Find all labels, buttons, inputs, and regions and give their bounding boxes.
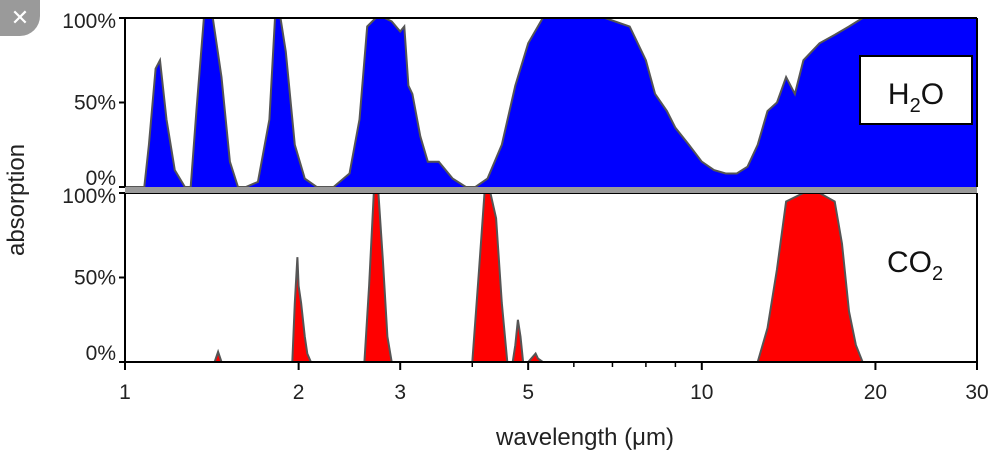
panel-divider <box>125 187 977 193</box>
bottom-legend-label: CO2 <box>887 246 943 285</box>
bottom-y-tick-label: 50% <box>74 267 116 290</box>
h2o-panel: 0% 50% 100% H2O <box>62 10 978 190</box>
legend-suffix: O <box>921 78 944 111</box>
legend-subscript: 2 <box>932 263 943 285</box>
top-absorption-area <box>125 18 977 187</box>
x-tick-label: 5 <box>522 381 534 404</box>
co2-panel: 0% 50% 100% CO2 <box>62 185 978 365</box>
legend-subscript: 2 <box>910 95 921 117</box>
x-tick-label: 2 <box>293 381 305 404</box>
x-tick-label: 1 <box>119 381 131 404</box>
close-icon[interactable]: ✕ <box>0 0 40 36</box>
x-tick-label: 20 <box>864 381 887 404</box>
legend-main: H <box>888 78 910 111</box>
x-tick-label: 10 <box>690 381 713 404</box>
bottom-absorption-area <box>125 193 977 362</box>
bottom-y-tick-label: 100% <box>62 185 116 208</box>
top-y-tick-label: 100% <box>62 10 116 33</box>
top-y-tick-label: 50% <box>74 92 116 115</box>
bottom-y-tick-label: 0% <box>86 342 116 365</box>
bottom-absorption-outline <box>125 192 977 363</box>
top-legend-box <box>859 55 973 125</box>
top-y-tick-label: 0% <box>86 167 116 190</box>
top-absorption-outline <box>125 17 977 188</box>
x-tick-label: 3 <box>394 381 406 404</box>
x-axis: 1 2 3 5 10 20 30 <box>119 361 989 404</box>
top-legend-label: H2O <box>888 78 944 117</box>
y-axis-title: absorption <box>3 144 30 256</box>
x-tick-label: 30 <box>965 381 988 404</box>
legend-main: CO <box>887 246 932 279</box>
x-axis-title: wavelength (μm) <box>495 424 674 451</box>
